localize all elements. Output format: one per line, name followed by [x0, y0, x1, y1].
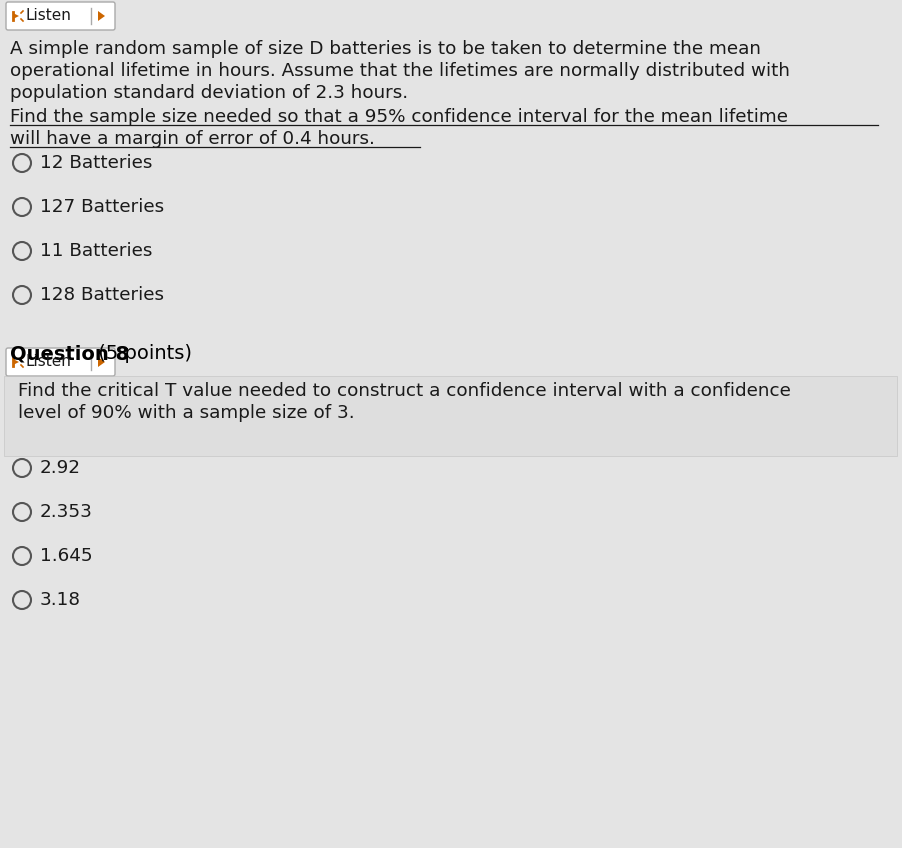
Text: level of 90% with a sample size of 3.: level of 90% with a sample size of 3. [18, 404, 354, 422]
Text: 3.18: 3.18 [40, 591, 81, 609]
Polygon shape [13, 359, 19, 365]
Text: population standard deviation of 2.3 hours.: population standard deviation of 2.3 hou… [10, 84, 408, 102]
FancyBboxPatch shape [6, 2, 115, 30]
Text: Listen: Listen [26, 8, 72, 24]
Text: will have a margin of error of 0.4 hours.: will have a margin of error of 0.4 hours… [10, 130, 374, 148]
Text: 128 Batteries: 128 Batteries [40, 286, 164, 304]
Text: 1.645: 1.645 [40, 547, 93, 565]
Polygon shape [98, 11, 105, 21]
Text: Listen: Listen [26, 354, 72, 370]
Text: 2.92: 2.92 [40, 459, 81, 477]
Polygon shape [98, 357, 105, 367]
Text: A simple random sample of size D batteries is to be taken to determine the mean: A simple random sample of size D batteri… [10, 40, 760, 58]
FancyBboxPatch shape [4, 376, 896, 456]
Text: 12 Batteries: 12 Batteries [40, 154, 152, 172]
Text: Find the critical T value needed to construct a confidence interval with a confi: Find the critical T value needed to cons… [18, 382, 790, 400]
Text: 11 Batteries: 11 Batteries [40, 242, 152, 260]
Text: Question 8: Question 8 [10, 344, 129, 363]
Text: 127 Batteries: 127 Batteries [40, 198, 164, 216]
Text: (5 points): (5 points) [92, 344, 192, 363]
Text: Find the sample size needed so that a 95% confidence interval for the mean lifet: Find the sample size needed so that a 95… [10, 108, 787, 126]
Text: operational lifetime in hours. Assume that the lifetimes are normally distribute: operational lifetime in hours. Assume th… [10, 62, 789, 80]
Text: 2.353: 2.353 [40, 503, 93, 521]
Polygon shape [13, 13, 19, 19]
FancyBboxPatch shape [6, 348, 115, 376]
